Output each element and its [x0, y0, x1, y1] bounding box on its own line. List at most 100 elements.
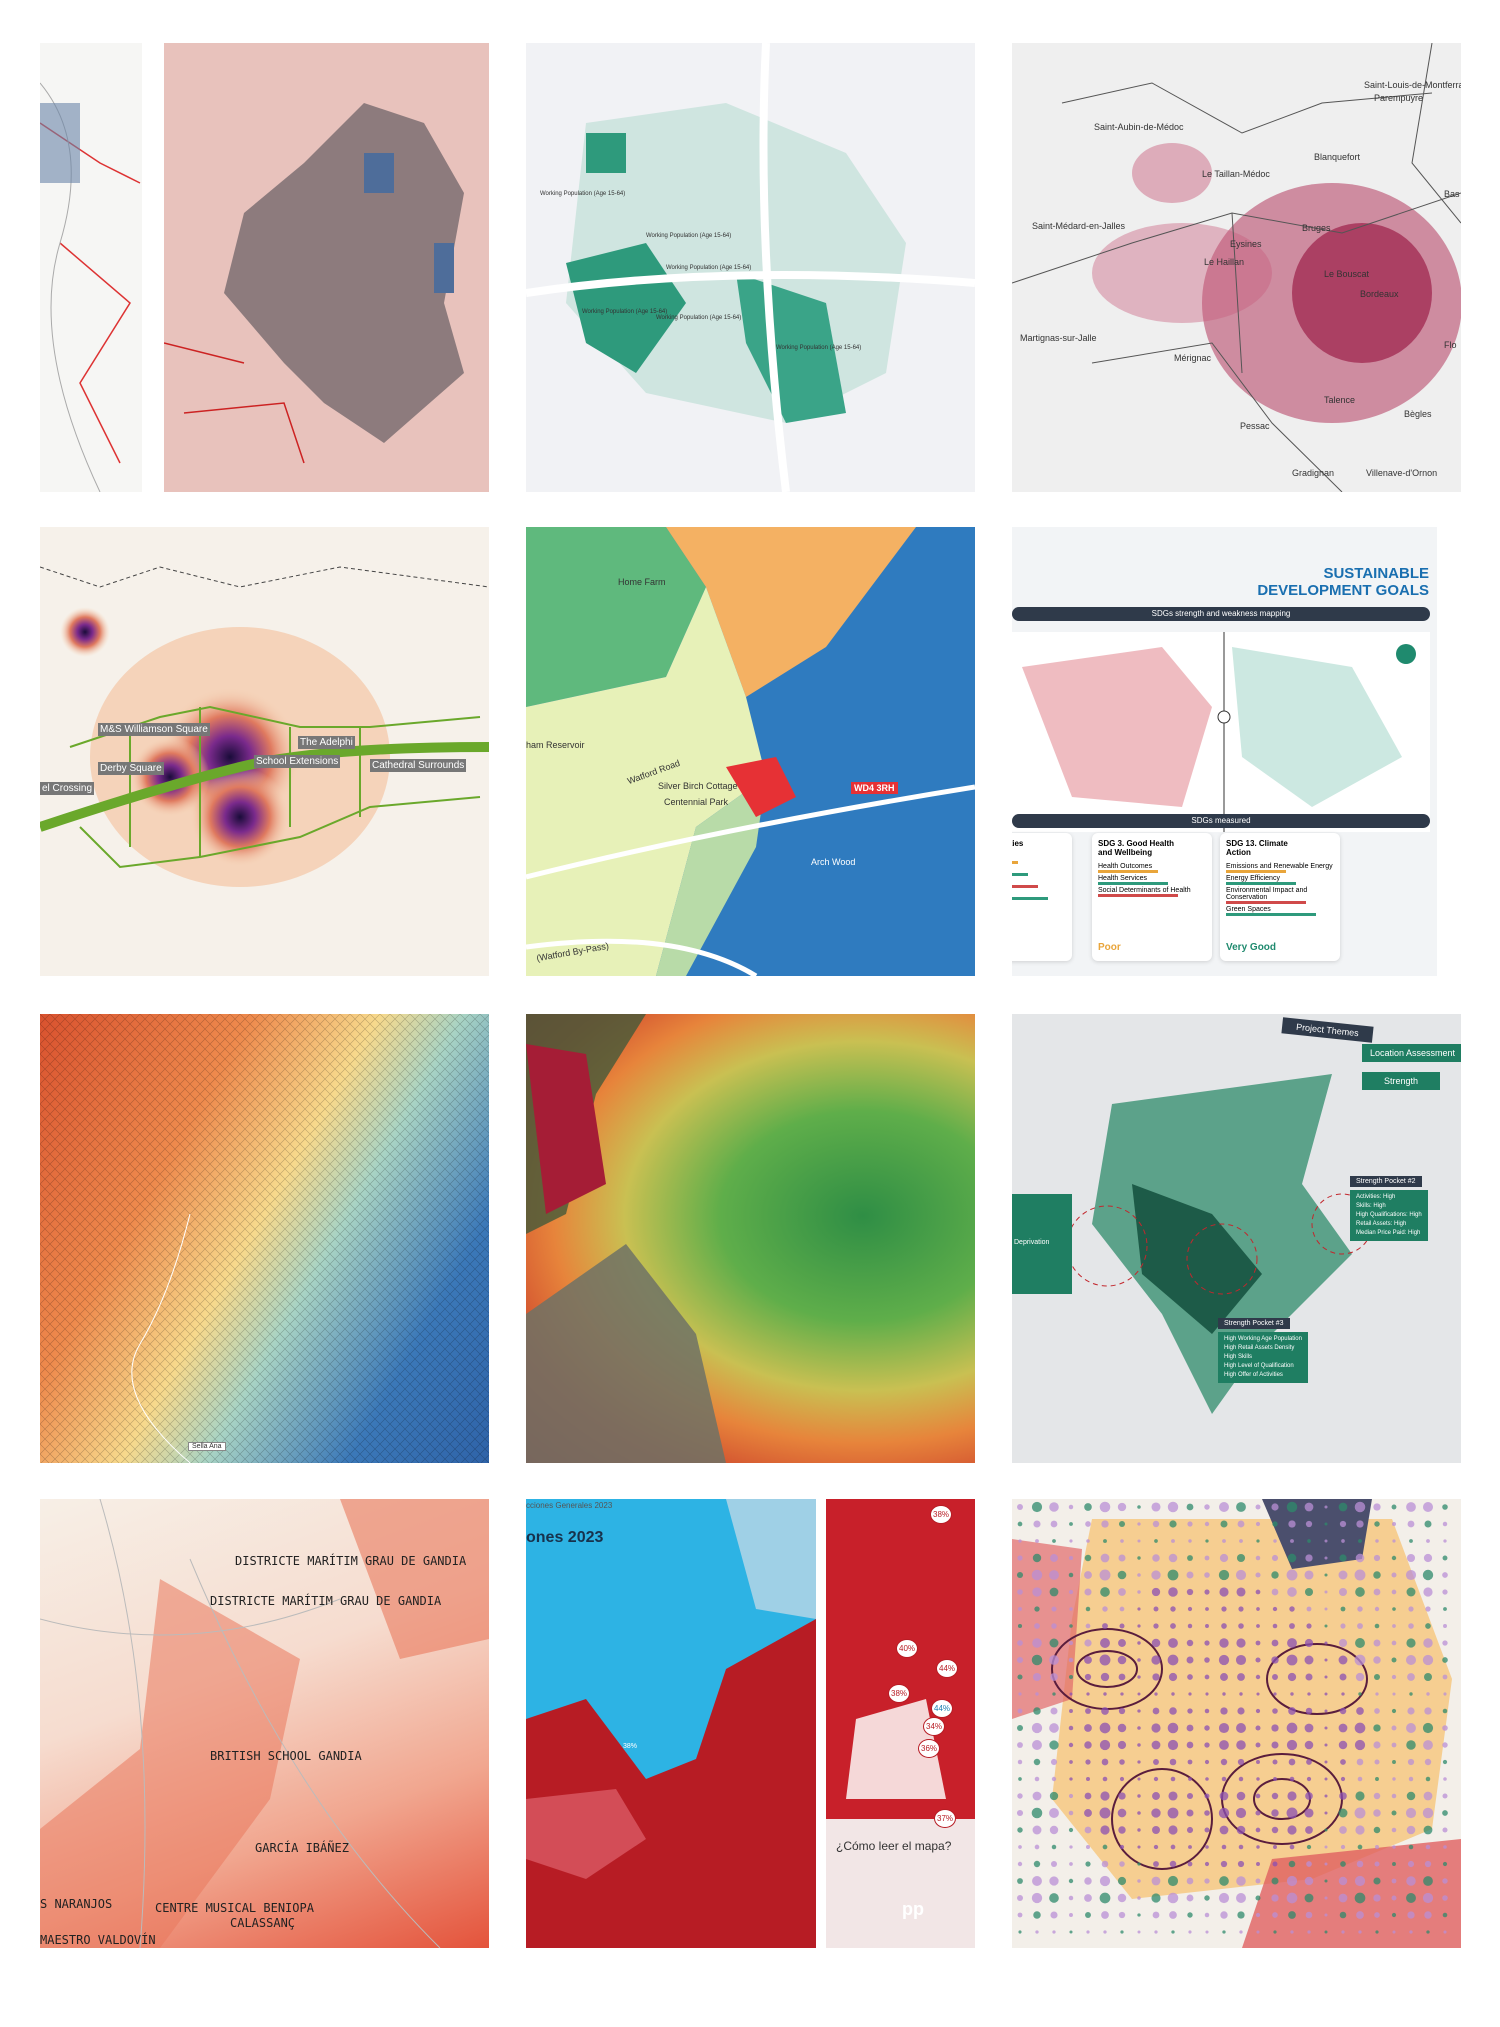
dot — [1171, 1930, 1175, 1934]
dot — [1255, 1640, 1261, 1646]
dot — [1119, 1623, 1125, 1629]
dot — [1324, 1675, 1328, 1679]
dot — [1442, 1504, 1448, 1510]
dot — [1204, 1572, 1210, 1578]
dot — [1032, 1638, 1042, 1648]
dot — [1017, 1708, 1023, 1714]
sdg-bar — [1226, 870, 1286, 873]
dot — [1169, 1911, 1177, 1919]
dot — [1357, 1776, 1363, 1782]
dot — [1118, 1826, 1126, 1834]
dot — [1018, 1539, 1022, 1543]
dot — [1186, 1894, 1194, 1902]
dot — [1304, 1570, 1314, 1580]
dot — [1442, 1742, 1448, 1748]
dot — [1137, 1624, 1141, 1628]
dot — [1031, 1722, 1043, 1734]
dot — [1255, 1674, 1261, 1680]
dot — [1304, 1876, 1314, 1886]
dot — [1137, 1777, 1141, 1781]
theme-tab[interactable]: Location Assessment — [1362, 1044, 1461, 1062]
dot — [1422, 1654, 1434, 1666]
dot — [1391, 1657, 1397, 1663]
pocket-item: High Offer of Activities — [1224, 1372, 1283, 1378]
map-label: 38% — [888, 1684, 911, 1703]
dot — [1033, 1911, 1041, 1919]
dot — [1272, 1861, 1278, 1867]
dot — [1324, 1862, 1328, 1866]
dot — [1137, 1692, 1141, 1696]
dot — [1219, 1791, 1229, 1801]
dot — [1119, 1606, 1125, 1612]
dot — [1204, 1504, 1210, 1510]
dot — [1069, 1862, 1073, 1866]
dot — [1187, 1912, 1193, 1918]
map-label: Le Bouscat — [1324, 269, 1370, 279]
dot — [1102, 1623, 1108, 1629]
dot — [1068, 1878, 1074, 1884]
map-tile — [40, 43, 142, 492]
dot — [1256, 1845, 1260, 1849]
dot — [1137, 1539, 1141, 1543]
dot — [1237, 1520, 1245, 1528]
dot — [1442, 1878, 1448, 1884]
dot — [1358, 1692, 1362, 1696]
dot — [1239, 1930, 1243, 1934]
dot — [1304, 1723, 1314, 1733]
sdg-card: SDG 13. Climate Action Emissions and Rene… — [1220, 833, 1340, 961]
map-label: Le Haillan — [1204, 257, 1245, 267]
dot — [1289, 1623, 1295, 1629]
dot — [1391, 1674, 1397, 1680]
dot — [1424, 1673, 1432, 1681]
map-title: ones 2023 — [526, 1529, 604, 1546]
dot — [1170, 1623, 1176, 1629]
sdg-item: Energy Efficiency — [1226, 875, 1280, 882]
dot — [1287, 1553, 1297, 1563]
sdg-bar — [1098, 882, 1168, 885]
dot — [1151, 1723, 1161, 1733]
dot — [1034, 1776, 1040, 1782]
map-label: Gradignan — [1292, 468, 1335, 478]
dot — [1324, 1811, 1328, 1815]
dot — [1424, 1860, 1432, 1868]
dot — [1392, 1862, 1396, 1866]
pocket-item: Retail Assets: High — [1356, 1221, 1407, 1227]
dot — [1289, 1606, 1295, 1612]
dot — [1100, 1638, 1110, 1648]
dot — [1255, 1878, 1261, 1884]
dot — [1236, 1587, 1246, 1597]
dot — [1032, 1672, 1042, 1682]
sdg-item: Health Services — [1098, 875, 1148, 882]
dot — [1373, 1741, 1381, 1749]
dot — [1221, 1844, 1227, 1850]
dot — [1272, 1759, 1278, 1765]
dot — [1288, 1520, 1296, 1528]
dot — [1167, 1569, 1179, 1581]
dot — [1050, 1911, 1058, 1919]
map-label: Mérignac — [1174, 353, 1212, 363]
dot — [1049, 1825, 1059, 1835]
pocket-item: Activities: High — [1356, 1194, 1396, 1200]
dot — [1068, 1674, 1074, 1680]
dot — [1392, 1930, 1396, 1934]
map-label: CALASSANÇ — [230, 1916, 296, 1930]
dot — [1188, 1845, 1192, 1849]
dot — [1442, 1589, 1448, 1595]
dot — [1219, 1825, 1229, 1835]
map-shapes — [40, 566, 489, 887]
map-label: Martignas-sur-Jalle — [1020, 333, 1097, 343]
map-label: School Extensions — [254, 755, 341, 768]
map-shapes — [1012, 43, 1461, 492]
dot — [1017, 1861, 1023, 1867]
map-label: Saint-Médard-en-Jalles — [1032, 221, 1126, 231]
dot — [1426, 1539, 1430, 1543]
theme-tab[interactable]: Strength — [1362, 1072, 1441, 1090]
map-label: Arch Wood — [811, 857, 856, 867]
dot — [1186, 1792, 1194, 1800]
dot — [1050, 1707, 1058, 1715]
dot — [1271, 1877, 1279, 1885]
dot — [1186, 1826, 1194, 1834]
dot — [1354, 1875, 1366, 1887]
dot — [1305, 1673, 1313, 1681]
dot — [1354, 1501, 1366, 1513]
